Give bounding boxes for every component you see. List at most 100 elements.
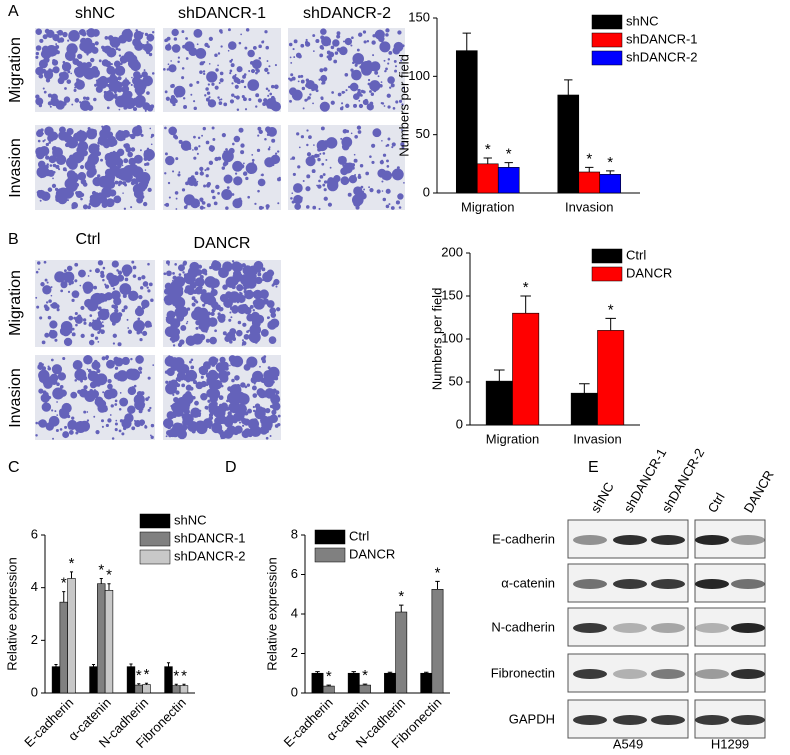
significance-mark: *: [608, 301, 614, 318]
bar: [89, 666, 98, 694]
legend-label: shDANCR-2: [626, 49, 698, 64]
y-tick-label: 4: [291, 605, 298, 620]
image-column-label: DANCR: [194, 235, 251, 252]
bar: [599, 174, 622, 194]
blot-band: [731, 623, 765, 633]
blot-column-label: Ctrl: [705, 490, 728, 515]
y-tick-label: 150: [441, 287, 463, 302]
blot-band: [651, 623, 685, 633]
cell-line-label: H1299: [711, 736, 749, 751]
blot-band: [573, 669, 607, 679]
error-bar: [462, 32, 471, 51]
cells: [35, 260, 154, 347]
error-bar: [504, 162, 513, 168]
blot-row-label: N-cadherin: [491, 619, 555, 634]
cell-line-label: A549: [613, 736, 643, 751]
error-bar: [520, 295, 531, 314]
y-axis-label: Relative expression: [4, 557, 19, 670]
bar: [431, 589, 444, 694]
significance-mark: *: [106, 567, 112, 584]
y-tick-label: 6: [31, 526, 38, 541]
legend-swatch: [139, 549, 171, 565]
error-bar: [144, 682, 149, 685]
blot-band: [695, 715, 729, 725]
blot-band: [613, 579, 647, 589]
blot-row-label: α-catenin: [501, 575, 555, 590]
error-bar: [107, 583, 111, 591]
significance-mark: *: [485, 141, 491, 158]
y-tick-label: 50: [416, 126, 430, 141]
panel-label: E: [588, 459, 599, 476]
x-tick-label: Invasion: [573, 431, 621, 446]
bar: [126, 666, 136, 694]
y-tick-label: 0: [291, 684, 298, 699]
cells: [163, 260, 281, 347]
bar: [570, 392, 598, 426]
blot-column-label: shNC: [588, 480, 617, 516]
blot-band: [573, 623, 607, 633]
error-bar: [315, 671, 320, 674]
error-bar: [351, 671, 357, 674]
error-bar: [606, 170, 615, 175]
significance-mark: *: [362, 667, 368, 684]
error-bar: [564, 79, 573, 95]
blot-band: [731, 669, 765, 679]
error-bar: [326, 684, 331, 687]
cells: [163, 355, 281, 440]
significance-mark: *: [506, 146, 512, 163]
bar: [347, 672, 360, 694]
blot-band: [731, 535, 765, 545]
bar: [104, 589, 114, 694]
significance-mark: *: [144, 666, 150, 683]
y-tick-label: 2: [291, 645, 298, 660]
legend-swatch: [591, 14, 623, 30]
legend-swatch: [314, 547, 346, 563]
image-row-label: Invasion: [7, 138, 24, 198]
bar: [67, 578, 76, 694]
legend-label: shDANCR-2: [174, 548, 246, 563]
bar: [578, 171, 601, 194]
blot-row-label: Fibronectin: [491, 665, 555, 680]
error-bar: [483, 157, 492, 164]
legend-label: shDANCR-1: [174, 530, 246, 545]
bar: [172, 685, 181, 694]
error-bar: [99, 577, 103, 584]
legend-label: DANCR: [626, 265, 672, 280]
bar: [485, 380, 513, 426]
x-tick-label: E-cadherin: [21, 695, 76, 750]
y-axis-label: Numbers per field: [396, 54, 411, 157]
bar: [359, 684, 371, 694]
bar: [597, 330, 625, 426]
legend-label: shNC: [174, 512, 207, 527]
error-bar: [435, 580, 440, 590]
blot-band: [651, 669, 685, 679]
error-bar: [174, 683, 178, 686]
bar: [142, 684, 151, 694]
cells: [35, 28, 155, 112]
x-tick-label: E-cadherin: [281, 695, 336, 750]
blot-band: [613, 715, 647, 725]
cells: [290, 125, 405, 210]
bar: [557, 94, 580, 194]
y-tick-label: 6: [291, 566, 298, 581]
bar: [97, 583, 106, 694]
panel-label: B: [8, 231, 19, 248]
image-column-label: shDANCR-2: [303, 5, 391, 22]
blot-band: [651, 579, 685, 589]
y-tick-label: 0: [31, 684, 38, 699]
bar: [420, 672, 433, 694]
error-bar: [424, 671, 429, 674]
legend-swatch: [591, 50, 623, 66]
bar: [455, 50, 478, 194]
y-tick-label: 100: [441, 330, 463, 345]
blot-column-label: DANCR: [741, 468, 777, 516]
x-tick-label: Migration: [461, 199, 514, 214]
legend-swatch: [591, 248, 623, 264]
blot-band: [731, 579, 765, 589]
significance-mark: *: [181, 667, 187, 684]
error-bar: [362, 683, 368, 686]
panel-label: A: [8, 3, 19, 20]
error-bar: [91, 664, 96, 667]
error-bar: [54, 664, 58, 667]
significance-mark: *: [69, 555, 75, 572]
